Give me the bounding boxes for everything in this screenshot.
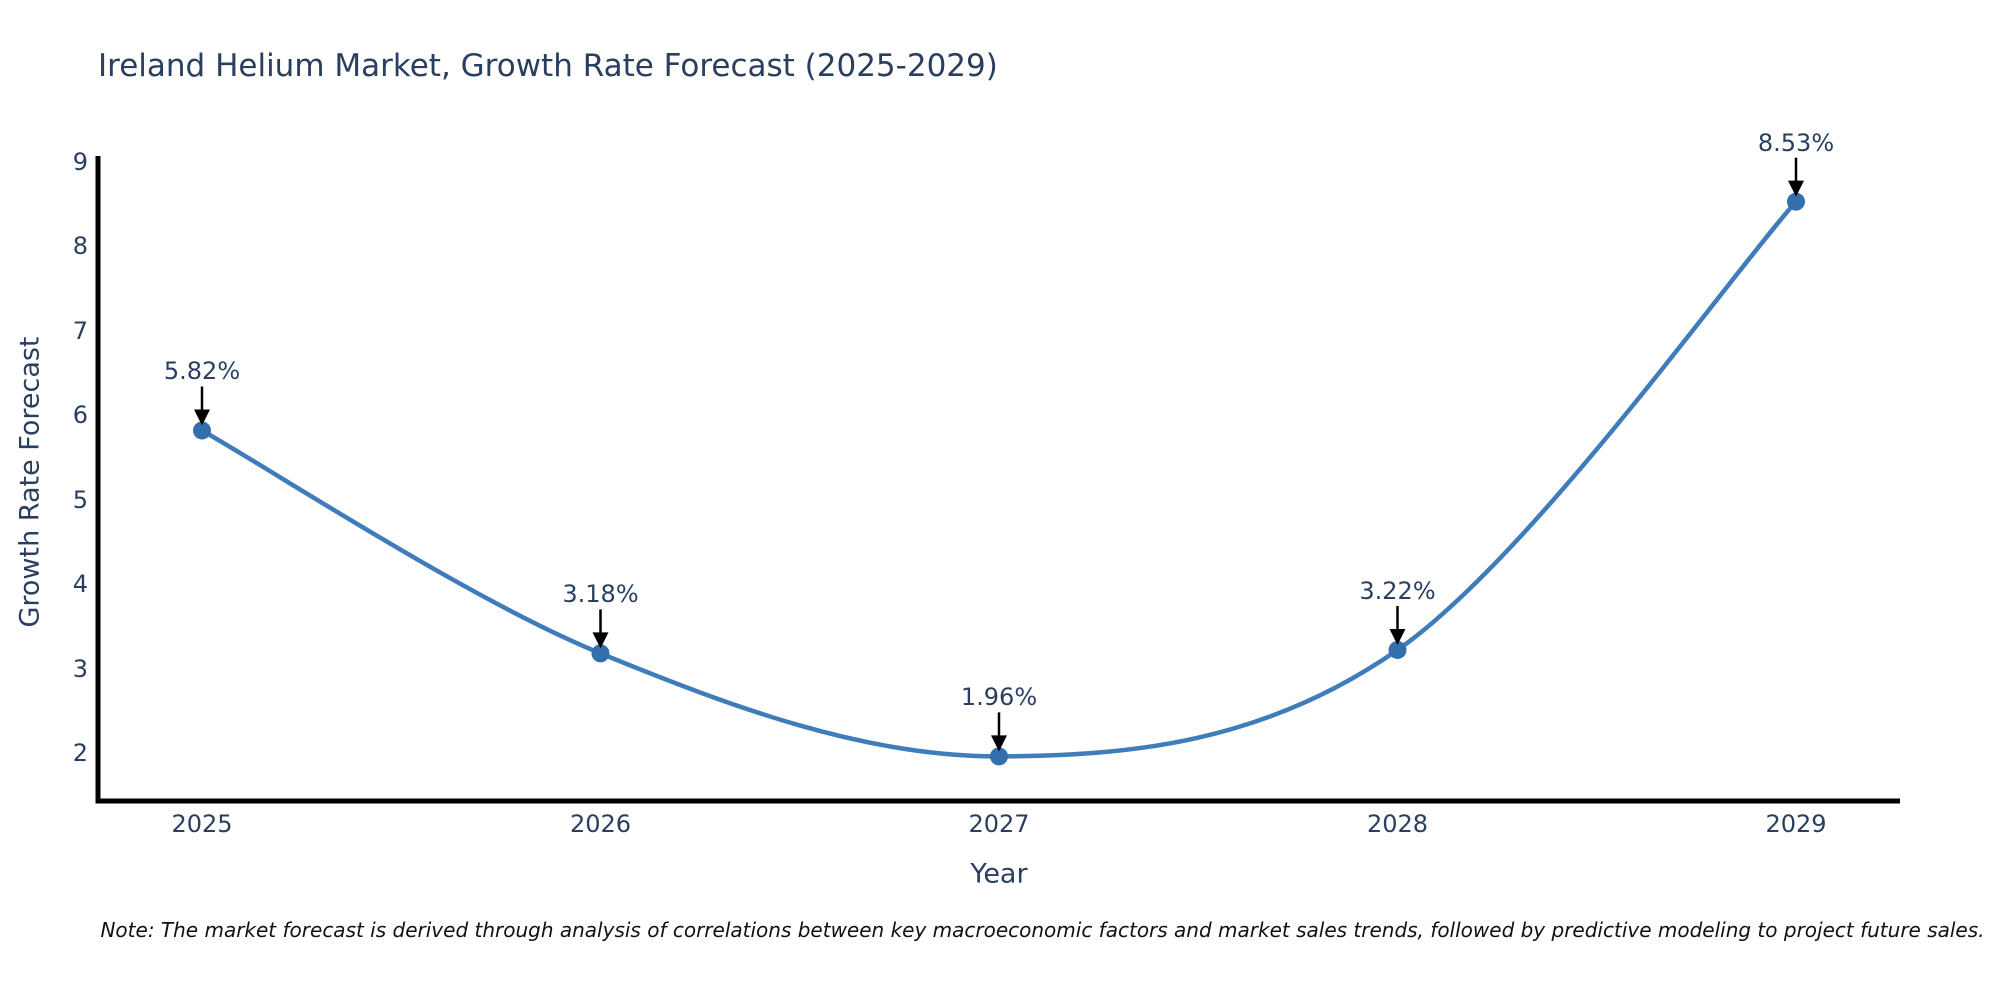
annotation-arrowhead xyxy=(194,409,210,426)
y-tick-2: 2 xyxy=(72,739,88,767)
x-tick-2028: 2028 xyxy=(1366,810,1429,838)
annotation-arrowhead xyxy=(592,632,609,649)
x-tick-2027: 2027 xyxy=(968,810,1030,838)
y-tick-6: 6 xyxy=(72,401,88,430)
data-point-markers xyxy=(193,192,1805,766)
x-tick-2025: 2025 xyxy=(171,810,233,838)
x-tick-2026: 2026 xyxy=(569,810,632,838)
data-point-2028[interactable] xyxy=(1388,640,1407,659)
forecast-line xyxy=(199,199,1799,759)
x-axis-title: Year xyxy=(970,858,1028,890)
point-value-label-2029: 8.53% xyxy=(1757,128,1835,157)
data-point-2026[interactable] xyxy=(591,644,610,663)
x-tick-2029: 2029 xyxy=(1765,810,1827,838)
chart-title: Ireland Helium Market, Growth Rate Forec… xyxy=(98,48,998,84)
annotation-arrowhead xyxy=(1389,628,1406,645)
forecast-line-series xyxy=(199,199,1799,759)
data-point-2027[interactable] xyxy=(990,747,1008,766)
point-value-label-2027: 1.96% xyxy=(960,683,1038,712)
point-value-label-2025: 5.82% xyxy=(163,357,241,386)
point-value-label-2028: 3.22% xyxy=(1359,576,1436,605)
y-tick-9: 9 xyxy=(72,147,88,176)
footnote: Note: The market forecast is derived thr… xyxy=(100,918,1985,942)
y-tick-5: 5 xyxy=(72,485,88,514)
annotation-arrowhead xyxy=(1788,180,1804,197)
y-tick-3: 3 xyxy=(72,654,88,683)
data-point-2025[interactable] xyxy=(193,421,211,440)
data-point-2029[interactable] xyxy=(1787,192,1805,211)
annotation-arrowhead xyxy=(991,735,1007,752)
y-tick-8: 8 xyxy=(72,232,88,261)
point-value-label-2026: 3.18% xyxy=(562,580,639,609)
annotation-arrows xyxy=(194,157,1804,752)
y-axis-title: Growth Rate Forecast xyxy=(14,336,46,628)
y-tick-7: 7 xyxy=(72,316,88,345)
y-tick-4: 4 xyxy=(72,570,88,599)
axis-lines xyxy=(95,156,1900,804)
